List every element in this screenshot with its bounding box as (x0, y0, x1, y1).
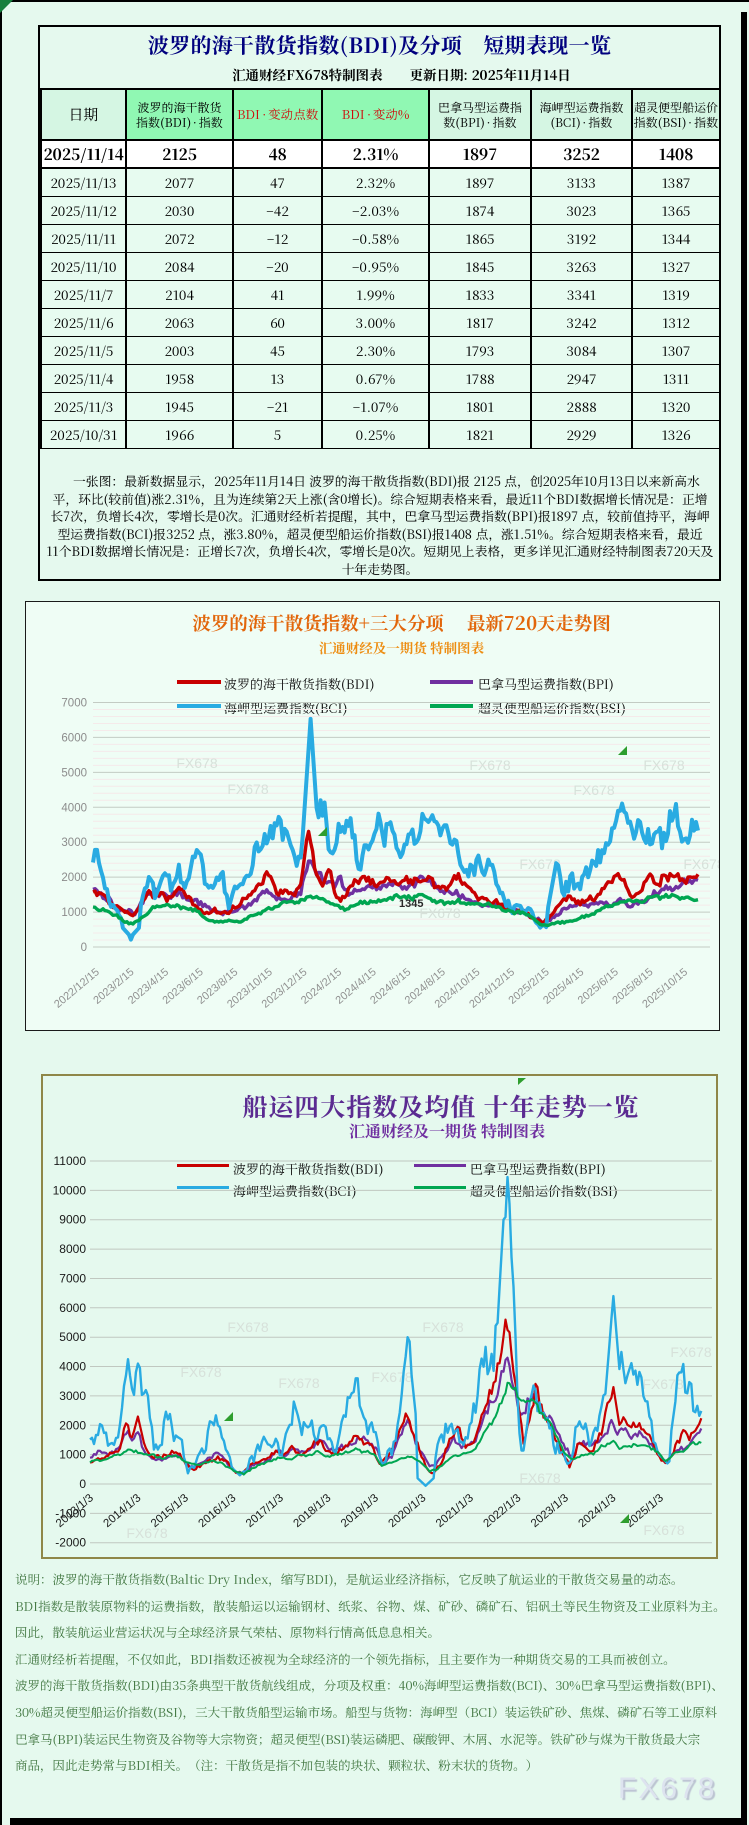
svg-text:FX678: FX678 (180, 1364, 221, 1380)
svg-text:3000: 3000 (61, 837, 87, 849)
svg-text:FX678: FX678 (643, 1522, 684, 1538)
svg-text:1000: 1000 (61, 907, 87, 919)
svg-text:2023/1/3: 2023/1/3 (529, 1492, 571, 1530)
svg-text:7000: 7000 (61, 698, 87, 710)
svg-text:2016/1/3: 2016/1/3 (196, 1492, 238, 1530)
svg-text:FX678: FX678 (683, 856, 719, 872)
svg-text:0: 0 (81, 942, 87, 954)
svg-text:2022/1/3: 2022/1/3 (481, 1492, 523, 1530)
svg-text:FX678: FX678 (176, 755, 217, 771)
svg-text:2018/1/3: 2018/1/3 (291, 1492, 333, 1530)
svg-text:5000: 5000 (59, 1330, 86, 1344)
svg-text:6000: 6000 (59, 1301, 86, 1315)
svg-text:FX678: FX678 (670, 1344, 711, 1360)
svg-text:1000: 1000 (59, 1448, 86, 1462)
svg-text:9000: 9000 (59, 1213, 86, 1227)
svg-text:FX678: FX678 (126, 1525, 167, 1541)
svg-text:FX678: FX678 (519, 856, 560, 872)
svg-text:-1000: -1000 (55, 1506, 86, 1520)
svg-text:FX678: FX678 (573, 782, 614, 798)
svg-text:3000: 3000 (59, 1389, 86, 1403)
svg-text:0: 0 (79, 1477, 86, 1491)
svg-text:5000: 5000 (61, 767, 87, 779)
svg-text:FX678: FX678 (419, 905, 460, 921)
svg-text:FX678: FX678 (278, 1375, 319, 1391)
svg-text:-2000: -2000 (55, 1536, 86, 1550)
svg-text:2022/12/15: 2022/12/15 (52, 966, 102, 1011)
svg-text:11000: 11000 (54, 1154, 87, 1168)
svg-text:10000: 10000 (53, 1183, 87, 1197)
svg-text:2017/1/3: 2017/1/3 (244, 1492, 286, 1530)
svg-text:6000: 6000 (61, 732, 87, 744)
svg-text:FX678: FX678 (371, 1369, 412, 1385)
svg-text:8000: 8000 (59, 1242, 86, 1256)
svg-text:FX678: FX678 (519, 1470, 560, 1486)
svg-text:2020/1/3: 2020/1/3 (386, 1492, 428, 1530)
svg-text:2019/1/3: 2019/1/3 (339, 1492, 381, 1530)
svg-text:2021/1/3: 2021/1/3 (434, 1492, 476, 1530)
svg-text:FX678: FX678 (422, 1319, 463, 1335)
svg-text:FX678: FX678 (469, 757, 510, 773)
svg-text:FX678: FX678 (643, 757, 684, 773)
svg-text:FX678: FX678 (227, 1319, 268, 1335)
svg-text:2000: 2000 (61, 872, 87, 884)
svg-text:2024/1/3: 2024/1/3 (576, 1492, 618, 1530)
svg-text:7000: 7000 (59, 1272, 86, 1286)
svg-text:FX678: FX678 (642, 1376, 683, 1392)
svg-text:1345: 1345 (399, 898, 423, 910)
svg-text:4000: 4000 (61, 802, 87, 814)
svg-text:4000: 4000 (59, 1360, 86, 1374)
svg-text:FX678: FX678 (227, 781, 268, 797)
svg-text:2000: 2000 (59, 1418, 86, 1432)
